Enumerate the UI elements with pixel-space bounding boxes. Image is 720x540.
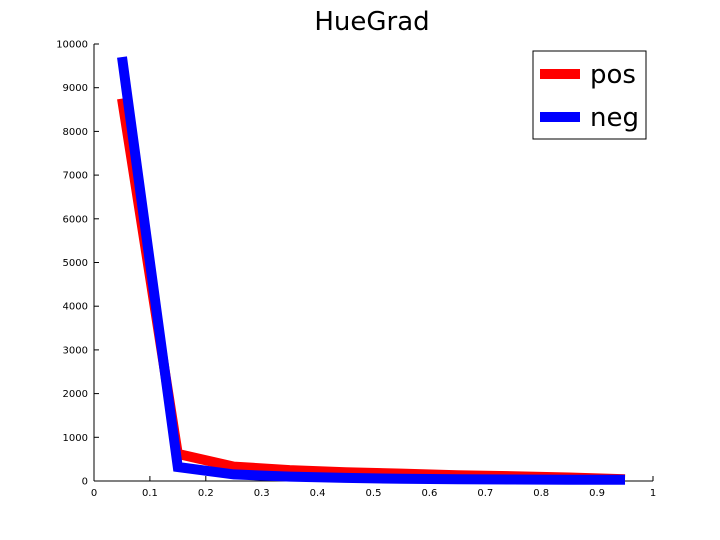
y-tick-label: 0 [82,477,88,488]
y-tick-label: 4000 [63,302,88,313]
series-layer [117,56,626,485]
y-tick-label: 1000 [63,433,88,444]
x-tick-label: 0.5 [366,488,382,499]
x-tick-label: 0.7 [477,488,493,499]
y-tick-label: 6000 [63,214,88,225]
y-tick-label: 7000 [63,171,88,182]
legend-label-pos: pos [590,60,636,90]
x-tick-label: 0.6 [421,488,437,499]
x-tick-label: 0.4 [310,488,326,499]
y-tick-label: 8000 [63,127,88,138]
x-tick-label: 0.2 [198,488,214,499]
y-tick-label: 9000 [63,83,88,94]
y-tick-label: 5000 [63,258,88,269]
x-tick-label: 0 [91,488,97,499]
legend: pos neg [532,50,647,140]
legend-label-neg: neg [590,103,639,133]
series-line-neg [117,56,625,485]
chart-title: HueGrad [314,7,429,37]
y-tick-label: 2000 [63,389,88,400]
x-tick-label: 0.1 [142,488,158,499]
x-tick-label: 1 [650,488,656,499]
y-tick-label: 3000 [63,345,88,356]
x-tick-label: 0.9 [589,488,605,499]
x-tick-label: 0.8 [533,488,549,499]
y-tick-label: 10000 [56,40,88,51]
x-tick-label: 0.3 [254,488,270,499]
legend-box [532,50,647,140]
